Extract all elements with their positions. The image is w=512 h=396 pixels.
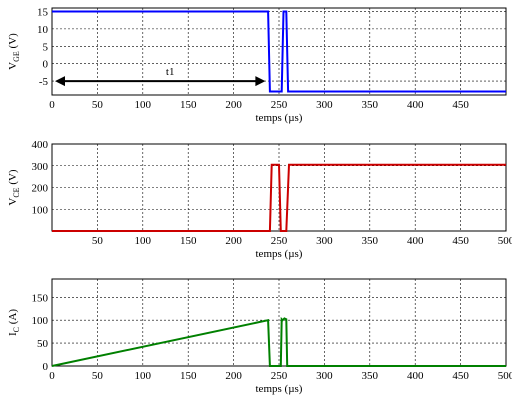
vge-xtick-label: 250	[271, 99, 288, 111]
vce-series-line	[52, 163, 506, 232]
ic-xtick-label: 150	[180, 370, 197, 382]
vge-xtick-label: 450	[452, 99, 469, 111]
vce-xtick-label: 150	[180, 235, 197, 247]
ic-xtick-label: 300	[316, 370, 333, 382]
vce-xaxis-title: temps (µs)	[256, 248, 303, 260]
ic-xaxis-title: temps (µs)	[256, 383, 303, 395]
vge-xtick-label: 50	[92, 99, 104, 111]
t1-arrow-head-left	[55, 76, 65, 87]
vce-xtick-label: 300	[316, 235, 333, 247]
vce-xtick-label: 350	[362, 235, 379, 247]
vge-xtick-label: 100	[135, 99, 152, 111]
vge-ytick-label: 10	[37, 24, 49, 36]
ic-ytick-label: 100	[32, 315, 49, 327]
vge-panel: 0 50 100 150 200 250 300 350 400 450-5051015temps…	[7, 6, 507, 124]
t1-arrow-head-right	[255, 76, 266, 87]
vce-ytick-label: 100	[32, 204, 49, 216]
vce-ytick-label: 300	[32, 161, 49, 173]
vge-xtick-label: 0	[49, 99, 55, 111]
vge-xaxis-title: temps (µs)	[256, 112, 303, 124]
vce-xtick-label: 450	[452, 235, 469, 247]
vce-yaxis-title: VCE (V)	[7, 169, 21, 206]
vce-xtick-label: 50	[92, 235, 104, 247]
vce-xtick-label: 400	[407, 235, 424, 247]
vge-ytick-label: 0	[43, 59, 49, 71]
vce-xtick-label: 250	[271, 235, 288, 247]
vce-panel: 50 100 150 200 250 300 350 400 450 500 100 200 300 40…	[7, 139, 512, 260]
vge-yaxis-title: VGE (V)	[7, 33, 21, 70]
ic-series-line	[51, 316, 506, 367]
vce-xtick-label: 200	[225, 235, 242, 247]
ic-xtick-label: 350	[362, 370, 379, 382]
vge-xtick-label: 300	[316, 99, 333, 111]
ic-panel: 0 50 100 150 200 250 300 350 400 450 500 0 50 100 150 t…	[7, 278, 512, 395]
vge-xtick-label: 200	[225, 99, 242, 111]
vce-ytick-label: 200	[32, 183, 49, 195]
vge-ytick-label: 5	[43, 41, 49, 53]
vge-xtick-label: 400	[407, 99, 424, 111]
vge-ytick-label: 15	[37, 6, 49, 18]
ic-ytick-label: 150	[32, 292, 49, 304]
vge-ytick-label: -5	[39, 76, 49, 88]
ic-xtick-label: 200	[225, 370, 242, 382]
vge-xtick-label: 350	[362, 99, 379, 111]
ic-xtick-label: 250	[271, 370, 288, 382]
vce-xtick-label: 500	[498, 235, 512, 247]
ic-xtick-label: 400	[407, 370, 424, 382]
t1-annotation-label: t1	[166, 66, 175, 78]
ic-xtick-label: 500	[498, 370, 512, 382]
ic-xtick-label: 450	[452, 370, 469, 382]
ic-xtick-label: 50	[92, 370, 104, 382]
ic-yaxis-title: IC (A)	[7, 309, 21, 336]
ic-ytick-label: 0	[43, 361, 49, 373]
vge-xtick-label: 150	[180, 99, 197, 111]
vce-xtick-label: 100	[135, 235, 152, 247]
vce-ytick-label: 400	[32, 139, 49, 151]
ic-xtick-label: 100	[135, 370, 152, 382]
ic-ytick-label: 50	[37, 338, 49, 350]
ic-xtick-label: 0	[49, 370, 55, 382]
vge-series-line	[52, 10, 506, 93]
